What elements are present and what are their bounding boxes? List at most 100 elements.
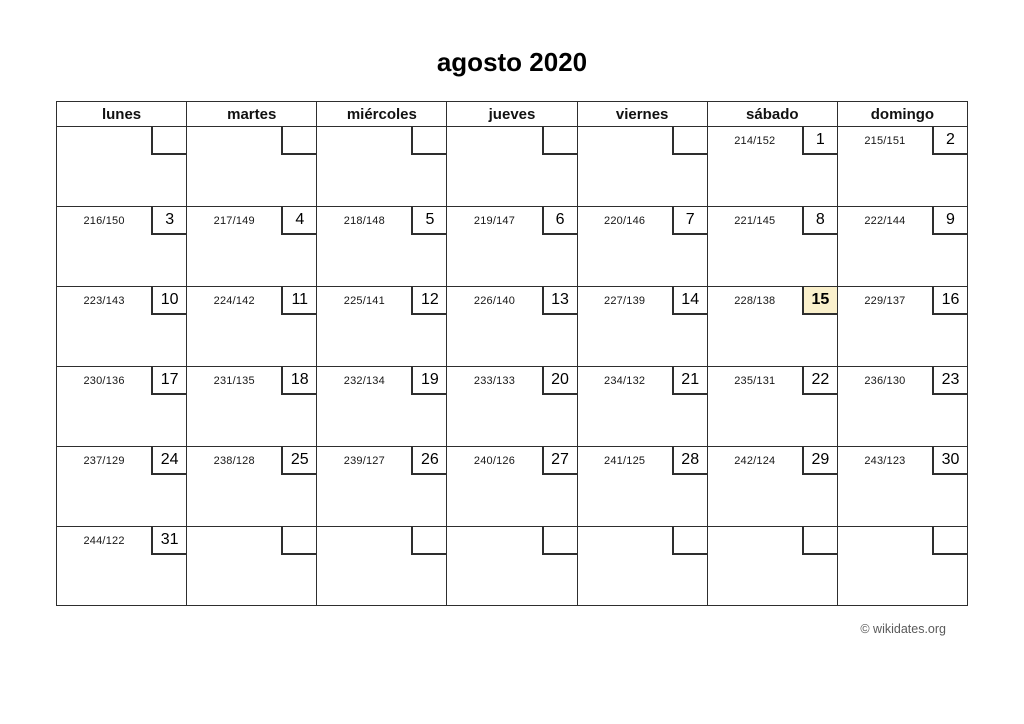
day-of-year-label: 229/137 [864,295,906,307]
day-cell: 234/132 21 [577,367,708,447]
day-of-year-label: 242/124 [734,455,776,467]
day-cell: 227/139 14 [577,287,708,367]
day-cell: 224/142 11 [187,287,318,367]
day-of-year-label: 231/135 [213,375,255,387]
day-of-year-label [447,127,541,155]
highlighted-day-box: 15 [801,287,837,315]
day-of-year-label: 228/138 [734,295,776,307]
day-cell [707,527,838,606]
day-number-box: 28 [671,447,707,475]
day-of-year-label [708,527,802,555]
day-of-year-label: 221/145 [734,215,776,227]
day-cell: 217/149 4 [187,207,318,287]
day-of-year-label [317,127,411,155]
day-of-year-label: 218/148 [343,215,385,227]
day-number-box: 5 [411,207,447,235]
day-of-year-label: 215/151 [864,135,906,147]
day-number-box: 2 [931,127,967,155]
day-number-box: 16 [931,287,967,315]
day-cell: 235/131 22 [707,367,838,447]
day-cell [447,527,578,606]
day-of-year-label [57,127,151,155]
weekday-header: jueves [447,102,578,127]
day-number-box: 24 [151,447,187,475]
day-cell: 226/140 13 [447,287,578,367]
day-cell: 218/148 5 [317,207,448,287]
day-of-year-label: 226/140 [473,295,516,307]
day-of-year-label: 223/143 [83,295,125,307]
day-cell [447,127,578,207]
day-cell: 220/146 7 [577,207,708,287]
day-cell: 237/129 24 [57,447,188,527]
day-of-year-label: 233/133 [473,375,516,387]
day-number-box: 29 [801,447,837,475]
weekday-header: lunes [57,102,188,127]
day-cell [57,127,188,207]
day-cell [317,127,448,207]
day-number-box: 7 [671,207,707,235]
day-number-box: 23 [931,367,967,395]
day-cell: 240/126 27 [447,447,578,527]
day-cell: 244/122 31 [57,527,188,606]
day-cell: 232/134 19 [317,367,448,447]
day-cell: 219/147 6 [447,207,578,287]
day-number-box: 17 [151,367,187,395]
day-of-year-label: 219/147 [473,215,516,227]
day-cell [187,527,318,606]
day-of-year-label: 237/129 [83,455,125,467]
day-of-year-label: 241/125 [604,455,646,467]
weekday-header: sábado [707,102,838,127]
day-number-box: 10 [151,287,187,315]
day-of-year-label: 230/136 [83,375,125,387]
day-of-year-label: 217/149 [213,215,255,227]
calendar-grid: lunes martes miércoles jueves viernes sábado d… [56,101,968,606]
day-number-box [281,127,317,155]
credit-text: © wikidates.org [860,622,946,636]
day-of-year-label: 214/152 [734,135,776,147]
day-number-box: 9 [931,207,967,235]
weekday-header: domingo [837,102,968,127]
day-of-year-label: 225/141 [343,295,385,307]
day-cell: 230/136 17 [57,367,188,447]
day-cell: 243/123 30 [837,447,968,527]
day-cell: 238/128 25 [187,447,318,527]
day-of-year-label [317,527,411,555]
day-number-box [671,527,707,555]
day-of-year-label: 220/146 [604,215,646,227]
day-cell: 241/125 28 [577,447,708,527]
day-cell [837,527,968,606]
weekday-header: martes [187,102,318,127]
day-cell: 216/150 3 [57,207,188,287]
day-number-box: 19 [411,367,447,395]
day-number-box: 8 [801,207,837,235]
day-number-box [931,527,967,555]
day-of-year-label [838,527,932,555]
weekday-header: miércoles [317,102,448,127]
day-number-box [411,527,447,555]
day-cell [577,127,708,207]
day-cell: 223/143 10 [57,287,188,367]
day-cell: 231/135 18 [187,367,318,447]
day-of-year-label: 222/144 [864,215,906,227]
day-number-box [281,527,317,555]
day-of-year-label: 236/130 [864,375,906,387]
day-number-box: 30 [931,447,967,475]
day-cell: 214/152 1 [707,127,838,207]
day-of-year-label [187,527,281,555]
day-number-box: 1 [801,127,837,155]
day-number-box [671,127,707,155]
day-number-box: 21 [671,367,707,395]
day-number-box: 22 [801,367,837,395]
day-number-box: 27 [541,447,577,475]
day-number-box: 11 [281,287,317,315]
page-title: agosto 2020 [436,47,588,77]
day-of-year-label: 227/139 [604,295,646,307]
day-number-box: 31 [151,527,187,555]
day-cell: 242/124 29 [707,447,838,527]
day-number-box: 26 [411,447,447,475]
day-of-year-label: 235/131 [734,375,776,387]
day-cell [577,527,708,606]
day-of-year-label: 244/122 [83,535,125,547]
weekday-header: viernes [577,102,708,127]
day-cell: 233/133 20 [447,367,578,447]
